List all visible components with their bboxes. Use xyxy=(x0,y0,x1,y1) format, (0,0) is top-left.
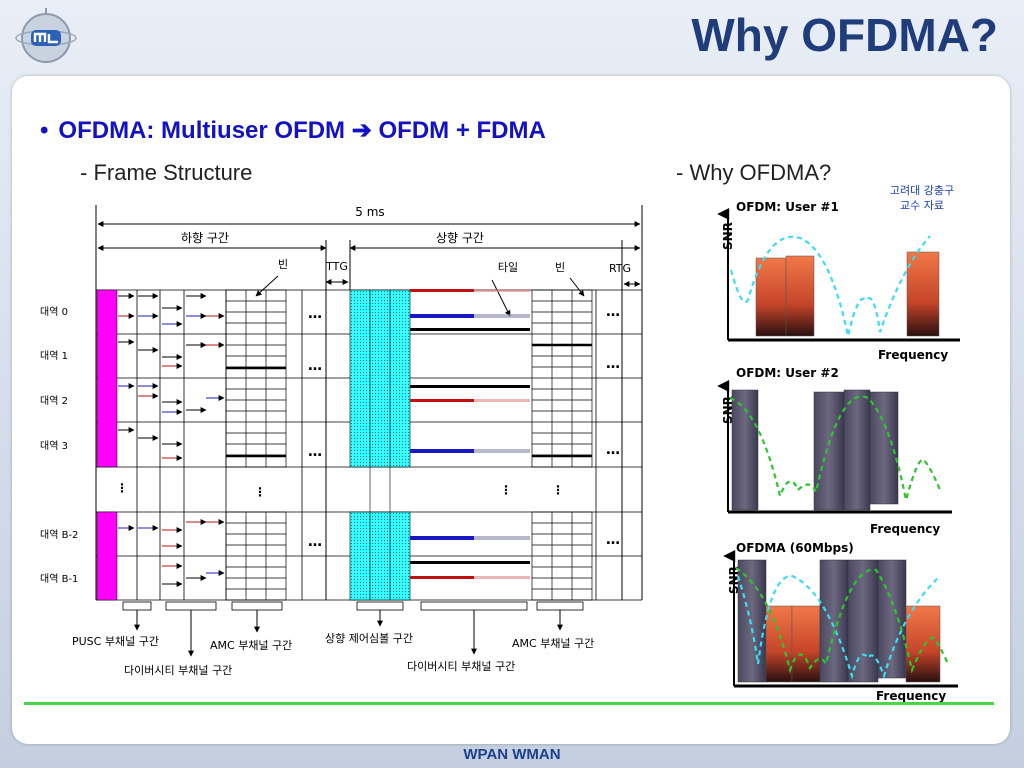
credit-note: 고려대 강충구 교수 자료 xyxy=(884,183,960,213)
chart2-title: OFDM: User #2 xyxy=(736,366,839,380)
slide-title: Why OFDMA? xyxy=(691,9,998,61)
chart-ofdm-user1: OFDM: User #1 SNR Frequency xyxy=(717,200,960,362)
main-bullet: • OFDMA: Multiuser OFDM ➔ OFDM + FDMA xyxy=(40,116,546,145)
bullet-text: OFDMA: Multiuser OFDM ➔ OFDM + FDMA xyxy=(58,117,546,144)
credit-line-1: 고려대 강충구 xyxy=(889,184,955,197)
chart2-channel-curve xyxy=(729,395,942,501)
chart3-curve-user1 xyxy=(736,574,939,681)
logo-icon xyxy=(15,8,77,63)
chart1-bar-1 xyxy=(755,257,787,337)
diversity-dl-label: 다이버시티 부채널 구간 xyxy=(124,664,232,677)
chart3-bar-6 xyxy=(877,559,907,679)
chart1-bar-3 xyxy=(906,251,940,337)
band-label-2: 대역 2 xyxy=(40,395,68,407)
bin-label-right: 빈 xyxy=(555,261,565,274)
vdots-2: ⋮ xyxy=(254,485,266,499)
chart-ofdm-user2: OFDM: User #2 SNR Frequency xyxy=(717,366,952,536)
bullet-dot-icon: • xyxy=(40,117,49,144)
chart3-bar-2 xyxy=(765,605,793,683)
band-label-1: 대역 1 xyxy=(40,350,68,362)
diversity-ul-label: 다이버시티 부채널 구간 xyxy=(407,660,515,673)
band-labels: 대역 0 대역 1 대역 2 대역 3 대역 B-2 대역 B-1 xyxy=(40,306,78,585)
ul-burst-bars xyxy=(410,289,530,579)
tile-label: 타일 xyxy=(498,260,518,274)
preamble-block-top xyxy=(96,289,118,468)
band-label-b1: 대역 B-1 xyxy=(40,573,78,585)
credit-line-2: 교수 자료 xyxy=(900,199,944,212)
ellipsis-6: … xyxy=(606,356,620,372)
uplink-label: 상향 구간 xyxy=(436,231,484,245)
bottom-pointer-lines xyxy=(134,610,563,657)
chart2-xlabel: Frequency xyxy=(870,522,940,536)
ellipsis-8: … xyxy=(606,532,620,548)
chart2-bar-3 xyxy=(843,389,871,511)
amc-dl-label: AMC 부채널 구간 xyxy=(210,639,292,652)
ellipsis-marks: … … … … … … … … xyxy=(308,304,620,550)
chart3-bar-1 xyxy=(737,559,767,683)
vdots-3: ⋮ xyxy=(500,483,512,497)
ellipsis-4: … xyxy=(308,534,322,550)
vertical-dots: ⋮ ⋮ ⋮ ⋮ xyxy=(116,481,564,499)
amc-ul-grid xyxy=(531,289,593,601)
footer-text: WPAN WMAN xyxy=(463,746,561,763)
pusc-label: PUSC 부채널 구간 xyxy=(72,635,159,648)
vdots-1: ⋮ xyxy=(116,481,128,495)
footer-divider xyxy=(24,702,994,705)
band-label-0: 대역 0 xyxy=(40,306,68,318)
bottom-labels: PUSC 부채널 구간 다이버시티 부채널 구간 AMC 부채널 구간 상향 제… xyxy=(72,632,594,677)
ul-control-label: 상향 제어심볼 구간 xyxy=(325,632,413,645)
vdots-4: ⋮ xyxy=(552,483,564,497)
chart1-xlabel: Frequency xyxy=(878,348,948,362)
chart2-bar-1 xyxy=(731,389,759,511)
ul-control-columns xyxy=(349,289,411,601)
frame-structure-subtitle: - Frame Structure xyxy=(80,160,253,185)
chart3-title: OFDMA (60Mbps) xyxy=(736,541,854,555)
ttg-label: TTG xyxy=(325,260,348,273)
chart1-channel-curve xyxy=(729,235,931,337)
preamble-block-bottom xyxy=(96,511,118,601)
chart3-bar-7 xyxy=(905,605,941,683)
ellipsis-2: … xyxy=(308,358,322,374)
why-ofdma-subtitle: - Why OFDMA? xyxy=(676,160,832,185)
rtg-label: RTG xyxy=(609,262,631,275)
downlink-label: 하향 구간 xyxy=(181,231,229,245)
chart3-xlabel: Frequency xyxy=(876,689,946,703)
chart-ofdma: OFDMA (60Mbps) SNR Frequency xyxy=(723,541,958,703)
chart3-curve-user2 xyxy=(735,567,950,674)
amc-ul-label: AMC 부채널 구간 xyxy=(512,637,594,650)
ellipsis-1: … xyxy=(308,306,322,322)
dl-subchannel-arrows xyxy=(118,293,225,587)
chart2-bar-4 xyxy=(869,391,899,505)
chart3-bar-4 xyxy=(819,559,849,683)
band-label-3: 대역 3 xyxy=(40,440,68,452)
ellipsis-5: … xyxy=(606,304,620,320)
chart3-bar-3 xyxy=(791,605,821,683)
ellipsis-7: … xyxy=(606,442,620,458)
band-label-b2: 대역 B-2 xyxy=(40,529,78,541)
ellipsis-3: … xyxy=(308,444,322,460)
duration-label: 5 ms xyxy=(355,205,384,219)
chart2-bar-2 xyxy=(813,391,845,511)
chart1-title: OFDM: User #1 xyxy=(736,200,839,214)
chart3-bar-5 xyxy=(847,559,879,683)
bin-label-left: 빈 xyxy=(278,258,288,271)
chart1-bar-2 xyxy=(785,255,815,337)
